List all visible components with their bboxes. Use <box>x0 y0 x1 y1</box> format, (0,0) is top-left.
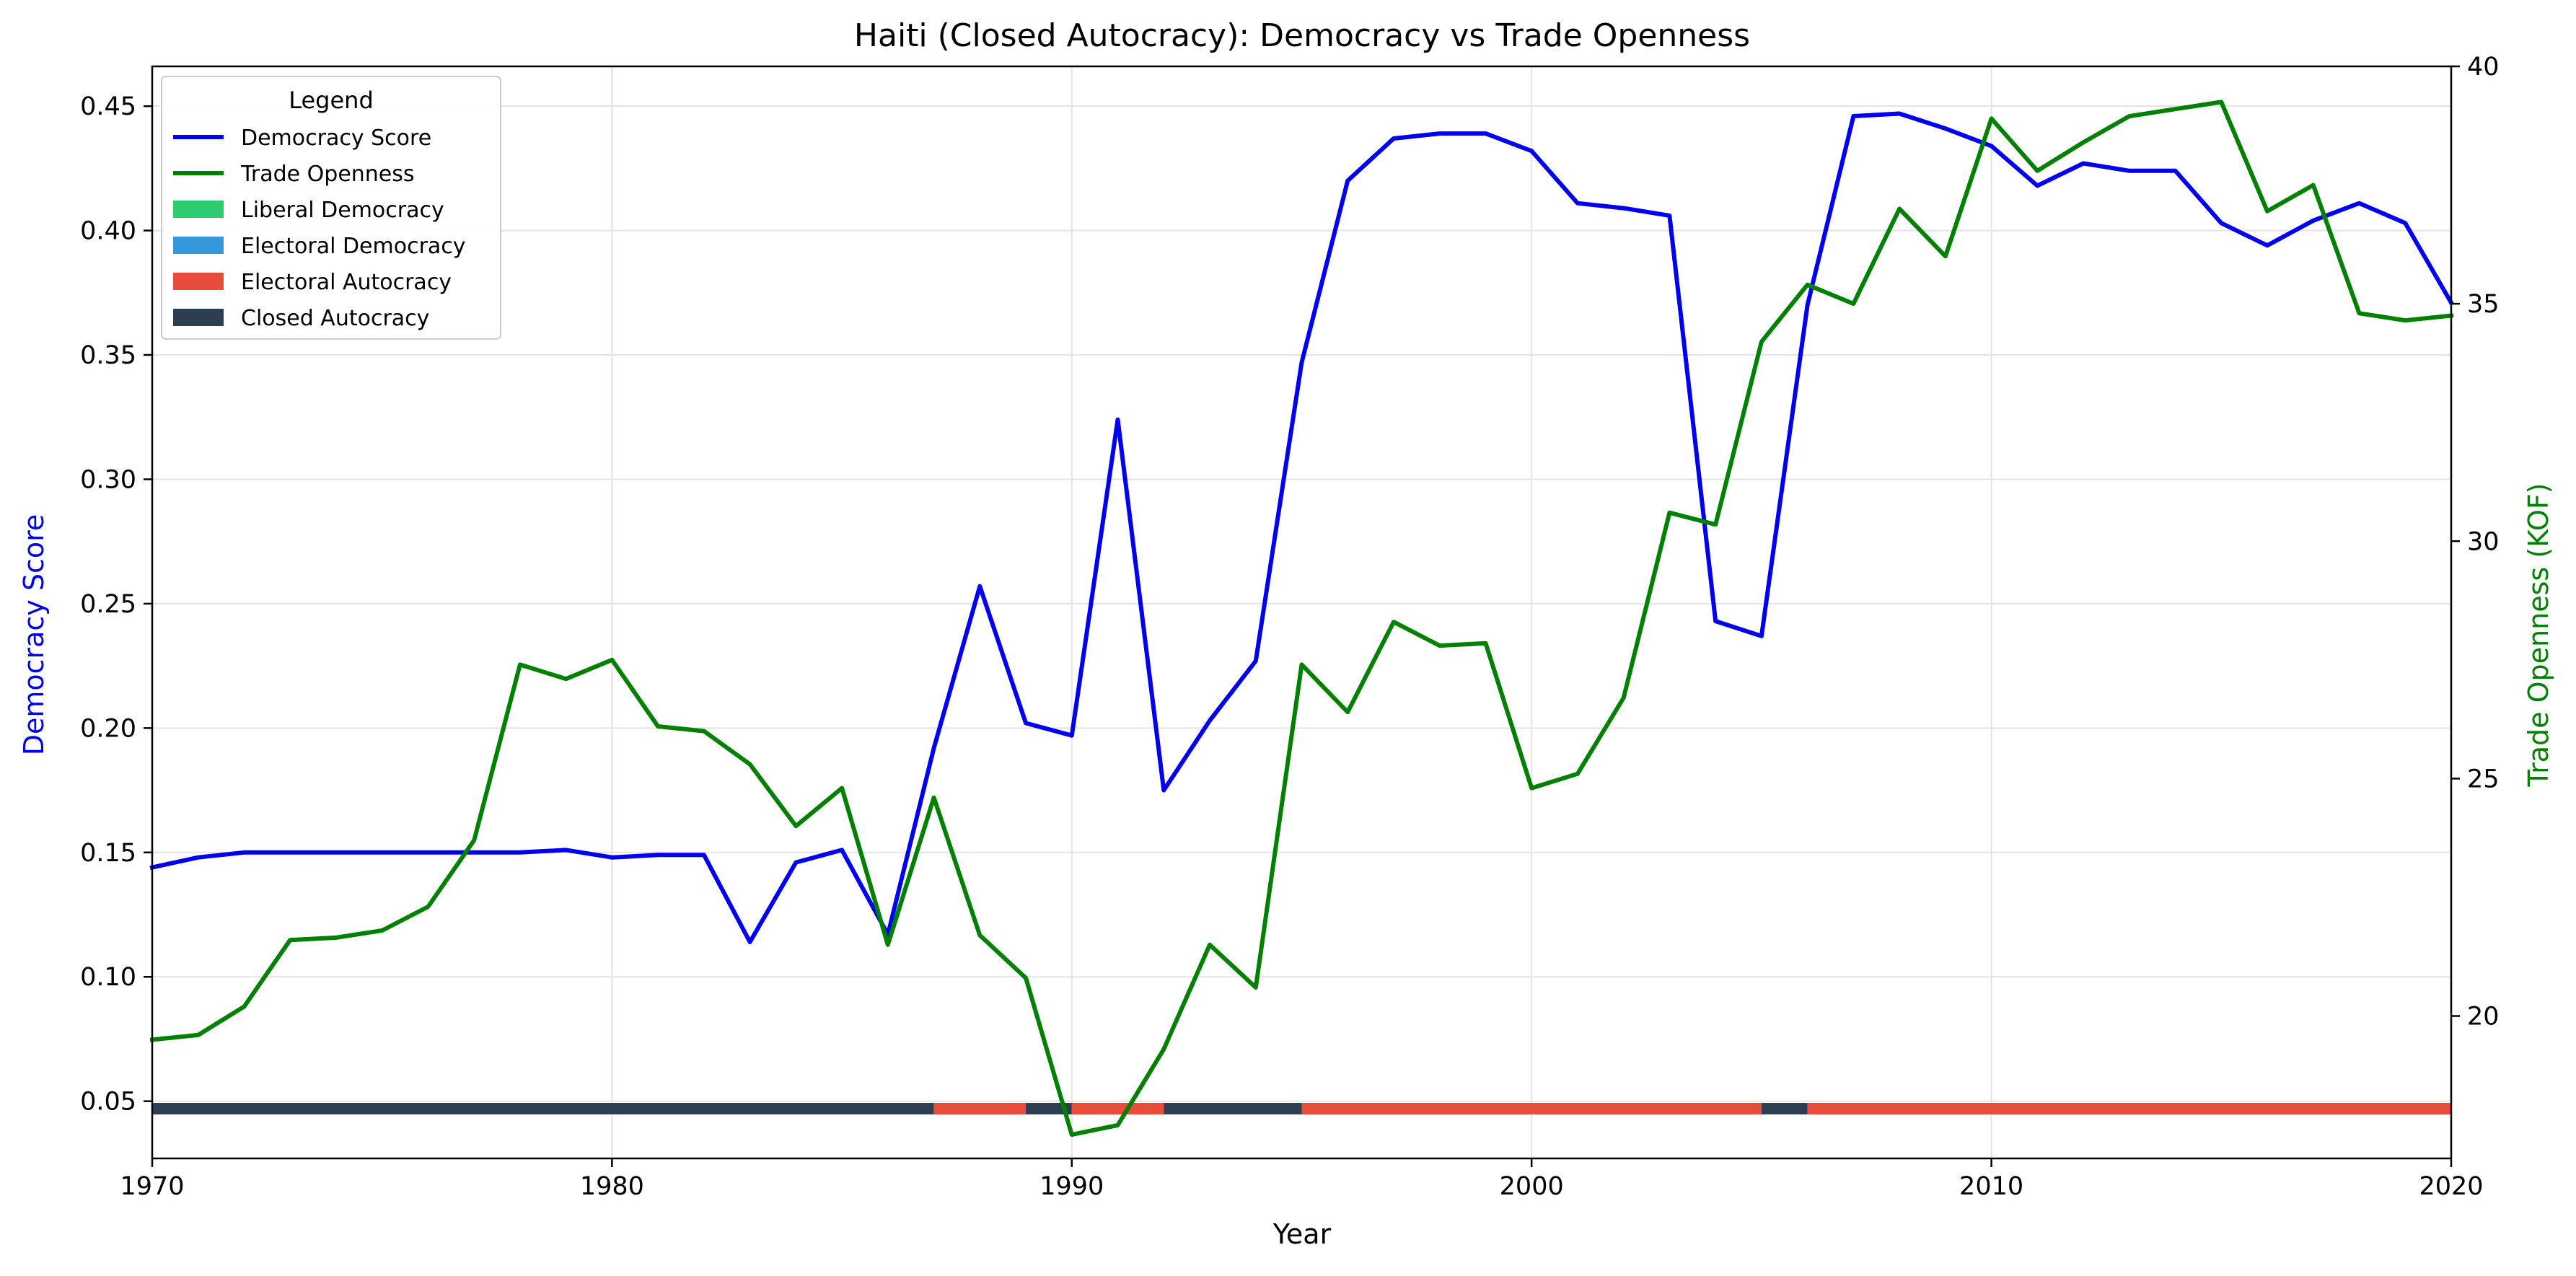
legend-patch-swatch <box>173 309 224 326</box>
legend-title: Legend <box>289 87 374 114</box>
y-right-tick-label: 20 <box>2467 1003 2500 1031</box>
y-left-tick-label: 0.40 <box>80 217 136 246</box>
x-axis-label: Year <box>1272 1218 1332 1250</box>
x-tick-label: 1970 <box>120 1172 184 1201</box>
legend-entry-label: Liberal Democracy <box>241 198 444 223</box>
legend: Legend Democracy Score Trade Openness Libe… <box>161 76 501 340</box>
axes: 1970 1980 1990 2000 2010 2020 0.05 0.10 0.15 0.20… <box>80 53 2499 1201</box>
y-left-tick-label: 0.25 <box>80 590 136 619</box>
y-left-tick-label: 0.10 <box>80 963 136 992</box>
legend-entries: Democracy Score Trade Openness Liberal Dem… <box>173 126 466 331</box>
x-tick-label: 2000 <box>1500 1172 1564 1201</box>
y-left-tick-label: 0.45 <box>80 92 136 121</box>
legend-entry-label: Closed Autocracy <box>241 306 429 331</box>
series-lines <box>149 100 2455 1138</box>
y-right-tick-label: 40 <box>2467 53 2500 82</box>
legend-entry-label: Trade Openness <box>240 162 415 187</box>
y-right-tick-label: 35 <box>2467 290 2500 319</box>
legend-entry-label: Electoral Democracy <box>241 234 466 259</box>
plot-frame <box>151 65 2453 1160</box>
series-line-democracy-score <box>149 111 2455 944</box>
x-tick-label: 2010 <box>1959 1172 2023 1201</box>
y-right-tick-label: 25 <box>2467 765 2500 793</box>
legend-entry-label: Electoral Autocracy <box>241 270 452 295</box>
y-left-tick-label: 0.05 <box>80 1088 136 1117</box>
y-right-tick-label: 30 <box>2467 527 2500 556</box>
legend-entry-label: Democracy Score <box>241 126 431 151</box>
legend-patch-swatch <box>173 237 224 254</box>
y-left-tick-label: 0.35 <box>80 341 136 370</box>
y-left-tick-label: 0.20 <box>80 714 136 743</box>
y-axis-label-left: Democracy Score <box>18 514 50 756</box>
legend-patch-swatch <box>173 201 224 218</box>
series-line-trade-openness <box>149 100 2454 1138</box>
y-axis-label-right: Trade Openness (KOF) <box>2523 483 2554 787</box>
chart-title: Haiti (Closed Autocracy): Democracy vs T… <box>854 17 1750 54</box>
legend-box <box>161 76 501 340</box>
x-tick-label: 2020 <box>2419 1172 2483 1201</box>
x-tick-label: 1990 <box>1039 1172 1104 1201</box>
x-tick-label: 1980 <box>580 1172 644 1201</box>
y-left-tick-label: 0.15 <box>80 839 136 868</box>
y-left-tick-label: 0.30 <box>80 465 136 494</box>
legend-patch-swatch <box>173 273 224 290</box>
